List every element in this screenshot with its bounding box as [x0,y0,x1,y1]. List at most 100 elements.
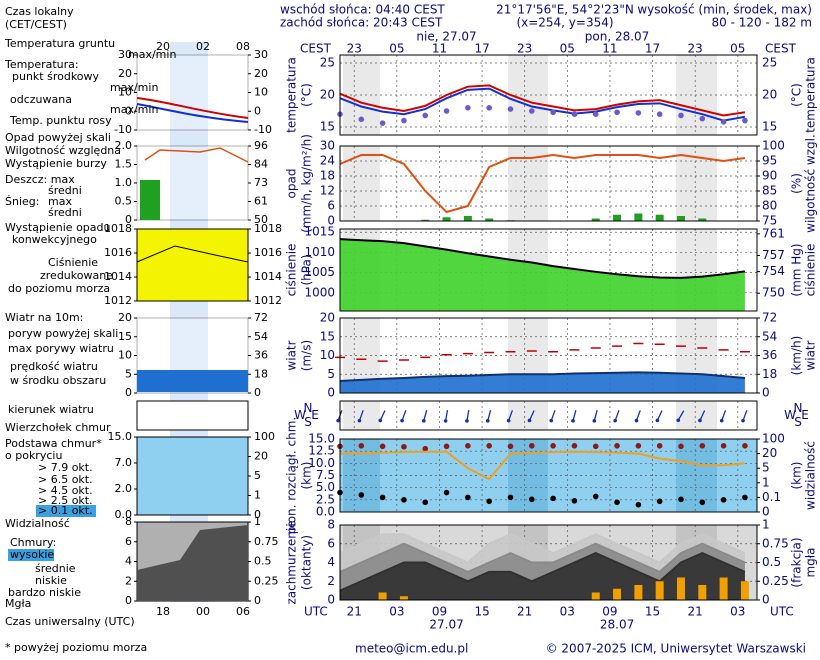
legend-label: Wilgotność względna [5,144,121,157]
y-axis-label: opad [285,169,299,199]
wind-arrow [656,410,663,421]
x-tick-label-local: 23 [517,42,532,56]
legend-tick-label: 7.0 [115,456,133,469]
legend-tick-label: 73 [254,176,268,189]
legend-label: > 4.5 okt. [38,484,93,497]
legend-tick-label: 1018 [254,222,282,235]
y2-tick-label: 25 [762,56,777,70]
legend-tick-label: 10 [254,86,268,99]
bar [740,581,749,600]
data-dot [486,105,492,111]
utc-label: UTC [770,605,794,619]
legend-hour: 02 [196,40,210,53]
legend-tick-label: 5 [125,367,132,380]
elevation-title: wysokość (min, środek, max) [637,3,812,17]
y-axis-label: temperatura [285,57,299,133]
elevation: 80 - 120 - 182 m [712,16,813,30]
y-axis-label: wiatr [285,340,299,370]
y2-axis-unit: (km) [790,461,804,489]
data-dot [358,492,365,498]
data-dot [507,494,514,501]
legend-tick-label: 36 [254,349,268,362]
data-dot [529,108,535,114]
data-dot [614,109,620,116]
compass-w: W [784,408,796,422]
bar [698,218,707,221]
panel-frame [339,228,758,312]
bar [719,577,728,600]
legend-tick-label: 30 [254,48,268,61]
x-tick-label-utc: 15 [645,605,660,619]
legend-label: > 0.1 okt. [38,504,93,517]
legend-felt-line [136,103,249,123]
compass-s: S [794,415,802,429]
wind-arrow [528,410,535,421]
y2-axis-label: ciśnienie [804,244,818,297]
x-tick-label-utc: 03 [560,605,575,619]
data-dot [422,112,429,119]
y2-tick-label: 0.1 [762,490,781,504]
y2-axis-unit: (km/h) [790,336,804,376]
data-dot [550,109,556,116]
data-dot [678,496,684,503]
y2-axis-label: widzialność [804,441,818,510]
legend-label: Wystąpienie burzy [5,157,107,170]
x-tick-label-utc: 09 [602,605,617,619]
legend-label: do poziomu morza [8,282,110,295]
x-tick-label-utc: 21 [517,605,532,619]
legend-tick-label: 0 [125,386,132,399]
y2-tick-label: 75 [762,214,777,228]
legend-hour: 18 [156,605,170,618]
legend-wind [137,370,248,392]
y2-tick-label: 0 [762,593,770,607]
y2-tick-label: 95 [762,154,777,168]
y-tick-label: 6 [327,199,335,213]
legend-label: Widzialność [5,517,70,530]
legend-tick-label: 20 [118,67,132,80]
date-label: 27.07 [429,618,463,632]
legend-tick-label: 50 [254,213,268,226]
y2-axis-unit: (mm Hg) [790,243,804,296]
legend-tick-label: 2.0 [115,139,133,152]
night-band [676,401,717,430]
legend-label: w środku obszaru [10,374,106,387]
panel-frame [339,400,758,431]
legend-tick-label: 1012 [104,294,132,307]
y-tick-label: 10 [320,348,335,362]
legend-label: > 6.5 okt. [38,473,93,486]
bar [463,216,472,221]
legend-tick-label: 0 [254,594,261,607]
area [340,239,745,311]
y2-axis-unit: (°C) [790,83,804,107]
legend-label: odczuwana [10,93,72,106]
legend-label: zredukowane [40,269,113,282]
y2-tick-label: 80 [762,199,777,213]
legend-tick-label: 4 [125,555,132,568]
y-axis-unit: (mm/h, kg/m²/h) [300,134,314,233]
data-dot [486,443,492,449]
legend-hour: 06 [236,605,250,618]
bar [485,218,494,221]
panel-frame [339,54,758,136]
wind-arrow-head [485,419,490,423]
legend-tick-label: 84 [254,158,268,171]
wind-arrow [635,410,641,421]
legend-label: kierunek wiatru [8,403,94,416]
data-dot [742,443,748,449]
line [339,371,746,382]
y2-tick-label: 750 [762,286,785,300]
legend-highlight [8,549,54,561]
legend-label: Czas uniwersalny (UTC) [5,615,135,628]
y-tick-label: 2 [327,574,335,588]
legend-tick-label: 6 [125,535,132,548]
y2-tick-label: 1 [762,518,770,532]
legend-label: konwekcyjnego [12,233,97,246]
legend-tick-label: 0 [254,508,261,521]
y2-axis-label: wiatr [804,340,818,370]
y2-tick-label: 0.75 [762,536,789,550]
legend-label: (CET/CEST) [5,18,67,31]
bar [421,219,430,221]
wind-arrow-head [336,418,340,423]
data-dot [614,443,620,449]
legend-temp-line [136,97,249,119]
